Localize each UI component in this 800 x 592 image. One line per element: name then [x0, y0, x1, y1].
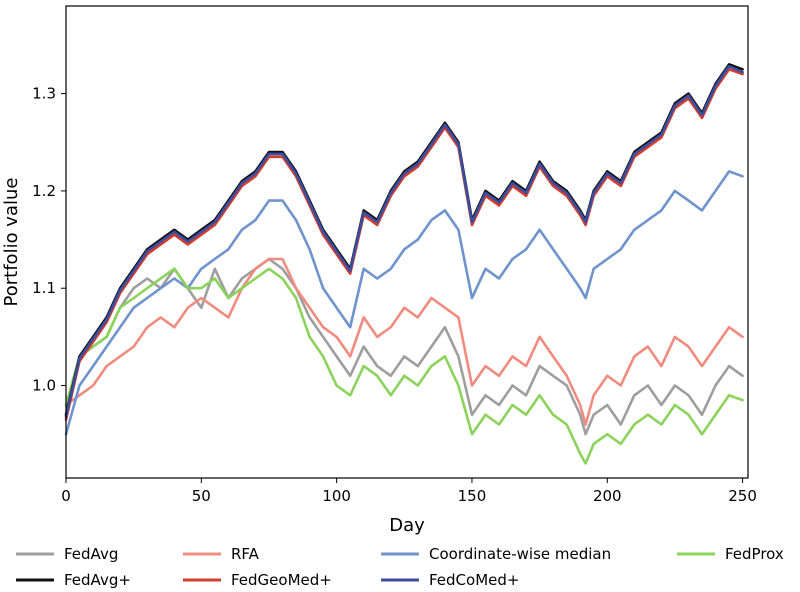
legend-label: FedAvg+ — [64, 571, 131, 589]
x-tick-label: 0 — [61, 487, 71, 505]
y-tick-label: 1.1 — [32, 279, 56, 297]
series-line-fedprox — [64, 267, 744, 465]
legend-label: FedCoMed+ — [429, 571, 519, 589]
series-layer — [64, 63, 744, 465]
legend-label: FedAvg — [64, 545, 118, 563]
series-line-fedcomedplus — [64, 65, 744, 418]
x-axis-ticks: 0 50 100 150 200 250 — [61, 478, 757, 505]
legend-label: FedGeoMed+ — [231, 571, 332, 589]
legend-label: FedProx — [725, 545, 784, 563]
series-line-fedavg — [64, 257, 744, 436]
series-line-rfa — [64, 257, 744, 426]
y-axis-ticks: 1.0 1.1 1.2 1.3 — [32, 85, 66, 395]
x-tick-label: 50 — [192, 487, 211, 505]
legend-label: Coordinate-wise median — [429, 545, 611, 563]
x-tick-label: 250 — [728, 487, 757, 505]
series-line-fedgeomedplus — [64, 68, 744, 421]
y-axis-label: Portfolio value — [1, 178, 22, 307]
y-tick-label: 1.2 — [32, 182, 56, 200]
legend-label: RFA — [231, 545, 260, 563]
x-tick-label: 100 — [322, 487, 351, 505]
x-axis-label: Day — [389, 515, 425, 536]
y-tick-label: 1.3 — [32, 85, 56, 103]
legend: FedAvg RFA Coordinate-wise median FedProx Fe… — [16, 545, 784, 589]
series-line-coordinate-wise-median — [64, 170, 744, 436]
y-tick-label: 1.0 — [32, 377, 56, 395]
x-tick-label: 200 — [593, 487, 622, 505]
plot-frame — [65, 5, 749, 479]
x-tick-label: 150 — [458, 487, 487, 505]
